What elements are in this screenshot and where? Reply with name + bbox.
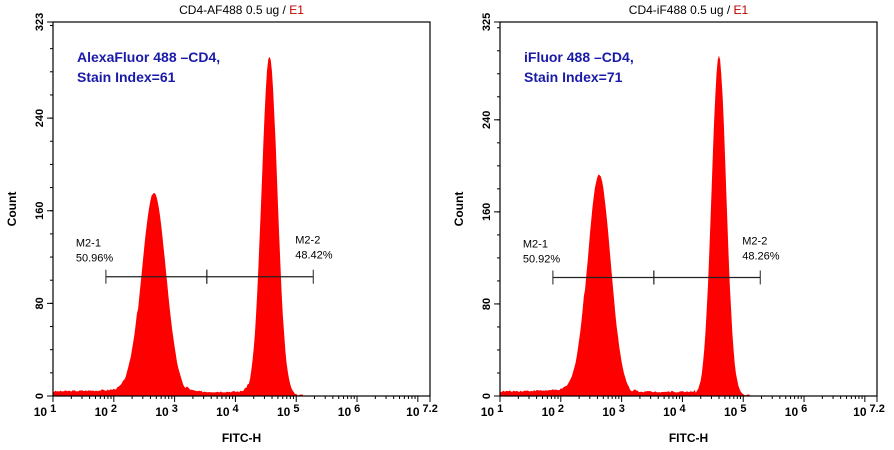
stain-index-annotation: AlexaFluor 488 –CD4, — [77, 49, 220, 65]
gate-percent: 48.42% — [295, 250, 333, 262]
x-tick-base: 10 — [406, 405, 420, 419]
x-tick-label: 10 5 — [724, 403, 746, 419]
x-tick-base: 10 — [155, 405, 169, 419]
x-tick-base: 10 — [542, 405, 556, 419]
y-tick-label: 0 — [34, 393, 46, 399]
gate-name: M2-2 — [742, 235, 767, 247]
x-tick-label: 10 2 — [95, 403, 117, 419]
y-tick-label: 323 — [34, 13, 46, 31]
x-tick-exponent: 7.2 — [870, 403, 885, 415]
x-tick-base: 10 — [95, 405, 109, 419]
chart-title-suffix: E1 — [289, 3, 304, 17]
x-tick-label: 10 5 — [277, 403, 299, 419]
x-tick-exponent: 6 — [801, 403, 807, 415]
x-tick-exponent: 3 — [619, 403, 625, 415]
stain-index-annotation: iFluor 488 –CD4, — [524, 49, 634, 65]
chart-title-main: CD4-AF488 0.5 ug / — [179, 3, 289, 17]
chart-title: CD4-iF488 0.5 ug / E1 — [629, 3, 749, 17]
gate-name: M2-1 — [523, 238, 548, 250]
x-tick-exponent: 3 — [172, 403, 178, 415]
x-tick-exponent: 7.2 — [423, 403, 438, 415]
gate-percent: 50.92% — [523, 253, 561, 265]
y-tick-label: 160 — [34, 202, 46, 220]
gate-name: M2-2 — [295, 235, 320, 247]
x-tick-base: 10 — [338, 405, 352, 419]
y-tick-label: 240 — [34, 109, 46, 127]
histogram-panel-1: CD4-AF488 0.5 ug / E1 0 80 160 240 323 Count 10… — [5, 3, 438, 445]
x-tick-base: 10 — [602, 405, 616, 419]
gate-percent: 50.96% — [76, 253, 114, 265]
x-tick-label: 10 4 — [663, 403, 686, 419]
y-tick-label: 160 — [481, 203, 493, 221]
x-tick-label: 10 3 — [155, 403, 177, 419]
x-tick-base: 10 — [277, 405, 291, 419]
x-tick-label: 10 6 — [785, 403, 807, 419]
stain-index-annotation: Stain Index=61 — [77, 69, 176, 85]
x-tick-label: 10 2 — [542, 403, 564, 419]
x-tick-exponent: 6 — [354, 403, 360, 415]
x-tick-exponent: 4 — [233, 403, 240, 415]
y-axis-label: Count — [452, 192, 466, 227]
x-tick-exponent: 4 — [680, 403, 687, 415]
x-tick-base: 10 — [34, 405, 48, 419]
plot-frame — [499, 21, 878, 397]
x-tick-base: 10 — [216, 405, 230, 419]
x-tick-exponent: 5 — [740, 403, 746, 415]
y-tick-label: 80 — [34, 297, 46, 309]
x-tick-exponent: 2 — [111, 403, 117, 415]
x-tick-exponent: 2 — [558, 403, 564, 415]
x-tick-label: 10 7.2 — [853, 403, 885, 419]
x-tick-label: 10 3 — [602, 403, 624, 419]
gate-name: M2-1 — [76, 238, 101, 250]
chart-title: CD4-AF488 0.5 ug / E1 — [179, 3, 304, 17]
x-axis-label: FITC-H — [669, 431, 708, 445]
x-tick-label: 10 1 — [34, 403, 56, 419]
x-tick-base: 10 — [481, 405, 495, 419]
x-axis-label: FITC-H — [222, 431, 261, 445]
x-tick-label: 10 7.2 — [406, 403, 438, 419]
x-tick-exponent: 1 — [50, 403, 56, 415]
histogram-area — [53, 56, 321, 396]
y-tick-label: 80 — [481, 298, 493, 310]
x-tick-label: 10 6 — [338, 403, 360, 419]
x-tick-base: 10 — [785, 405, 799, 419]
histogram-panel-2: CD4-iF488 0.5 ug / E1080160240325Count10… — [452, 3, 885, 445]
stain-index-annotation: Stain Index=71 — [524, 69, 623, 85]
chart-title-suffix: E1 — [734, 3, 749, 17]
y-tick-label: 240 — [481, 111, 493, 129]
x-tick-base: 10 — [853, 405, 867, 419]
plot-frame — [52, 21, 431, 397]
chart-title-main: CD4-iF488 0.5 ug / — [629, 3, 734, 17]
x-tick-label: 10 4 — [216, 403, 239, 419]
y-tick-label: 0 — [481, 393, 493, 399]
x-tick-base: 10 — [724, 405, 738, 419]
y-axis-label: Count — [5, 192, 19, 227]
histogram-area — [500, 55, 768, 396]
gate-percent: 48.26% — [742, 250, 780, 262]
x-tick-base: 10 — [663, 405, 677, 419]
x-tick-label: 10 1 — [481, 403, 503, 419]
y-tick-label: 325 — [481, 13, 493, 31]
x-tick-exponent: 5 — [293, 403, 299, 415]
x-tick-exponent: 1 — [497, 403, 503, 415]
